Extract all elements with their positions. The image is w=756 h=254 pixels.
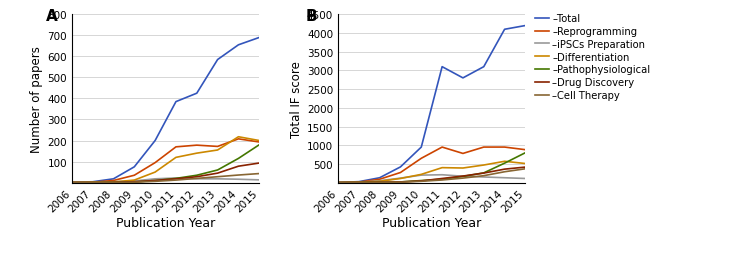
Text: B: B: [306, 9, 318, 23]
Y-axis label: Total IF score: Total IF score: [290, 61, 302, 137]
Y-axis label: Number of papers: Number of papers: [30, 46, 43, 152]
X-axis label: Publication Year: Publication Year: [116, 216, 215, 229]
Text: A: A: [45, 9, 57, 23]
Legend: –Total, –Reprogramming, –iPSCs Preparation, –Differentiation, –Pathophysiologica: –Total, –Reprogramming, –iPSCs Preparati…: [531, 10, 654, 105]
X-axis label: Publication Year: Publication Year: [382, 216, 482, 229]
